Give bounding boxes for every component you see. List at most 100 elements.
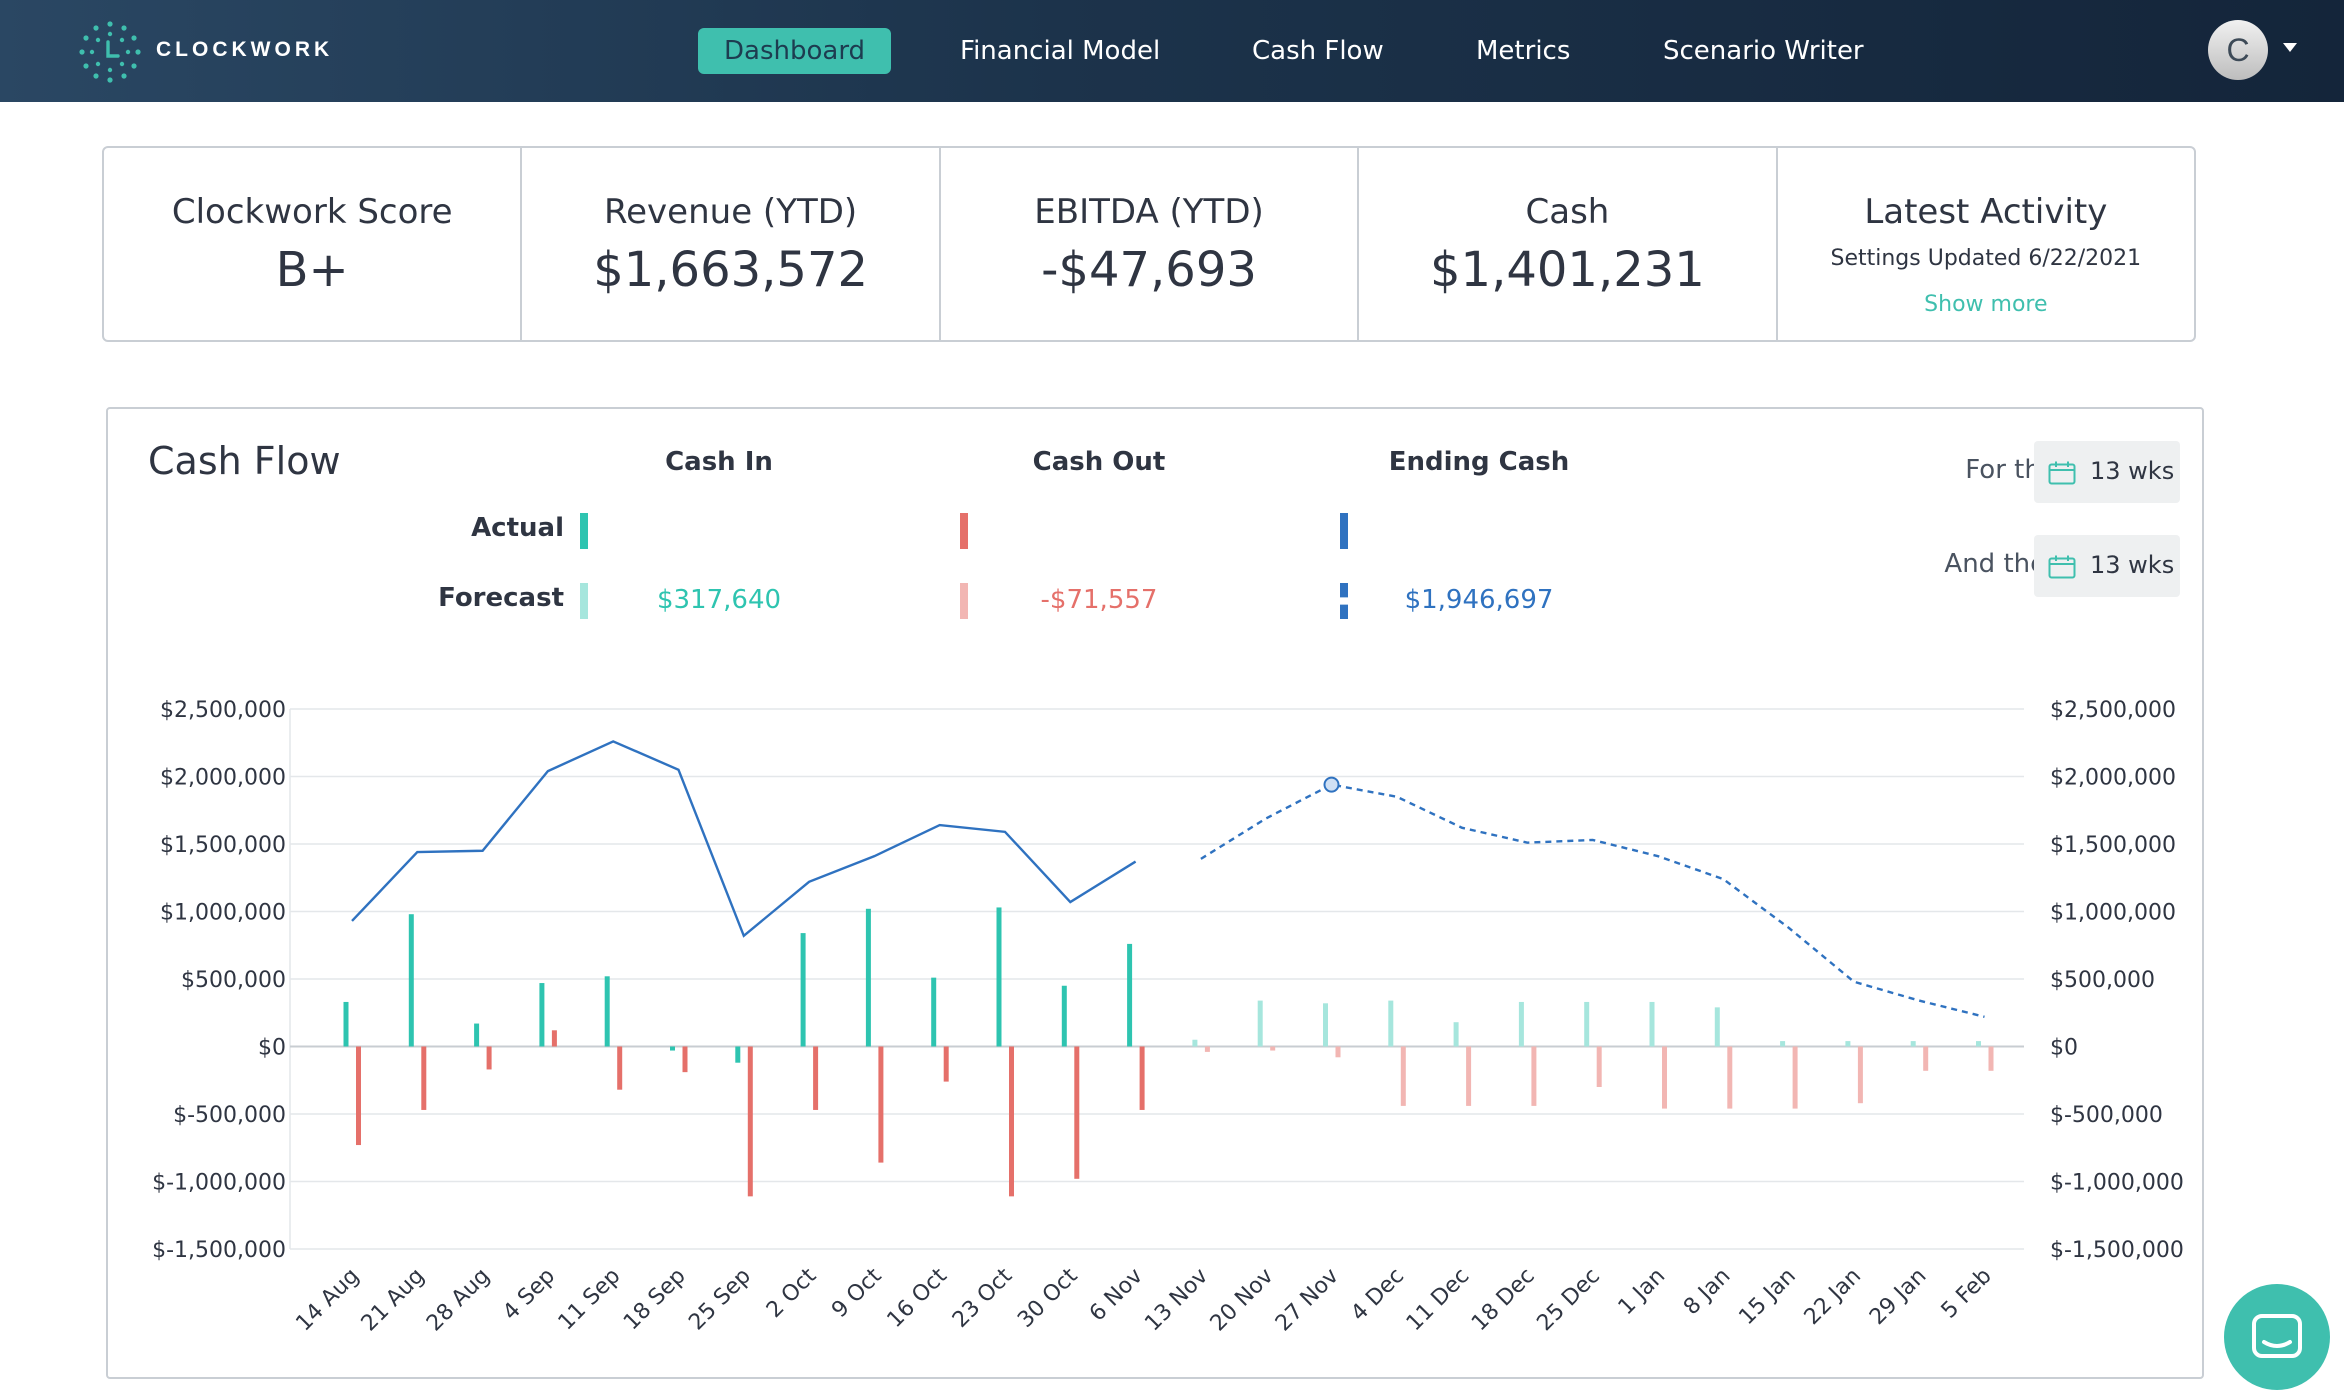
cash-in-bar [539, 983, 545, 1047]
range-last-button[interactable]: 13 wks [2034, 441, 2180, 503]
cash-in-bar [1780, 1041, 1786, 1047]
y-tick-label-right: $0 [2050, 1036, 2078, 1061]
cash-out-bar [486, 1046, 492, 1070]
cash-in-bar [931, 977, 937, 1047]
nav-financial-model[interactable]: Financial Model [960, 36, 1161, 66]
kpi-strip: Clockwork Score B+ Revenue (YTD) $1,663,… [102, 146, 2196, 342]
cash-out-bar [813, 1046, 819, 1110]
cash-in-bar [865, 908, 871, 1047]
ending-cash-line-forecast [1200, 783, 1985, 1018]
range-next-button[interactable]: 13 wks [2034, 535, 2180, 597]
cash-out-bar [1662, 1046, 1667, 1109]
x-tick-label: 20 Nov [1206, 1264, 1279, 1337]
cash-out-bar [1270, 1046, 1276, 1051]
kpi-revenue: Revenue (YTD) $1,663,572 [522, 148, 941, 340]
swatch-ending-cash-forecast [1340, 583, 1348, 619]
x-tick-label: 15 Jan [1734, 1264, 1800, 1330]
y-tick-label-left: $500,000 [181, 968, 286, 993]
cash-out-bar [1531, 1046, 1537, 1106]
cash-out-bar [1204, 1046, 1210, 1052]
cash-in-bar [670, 1046, 675, 1051]
range-next-value: 13 wks [2090, 551, 2175, 579]
cash-in-bar [1323, 1003, 1328, 1047]
cash-out-bar [1792, 1046, 1798, 1109]
x-tick-label: 27 Nov [1271, 1264, 1344, 1337]
x-tick-label: 11 Dec [1402, 1264, 1475, 1337]
brand-name[interactable]: CLOCKWORK [156, 38, 334, 61]
cash-out-bar [943, 1046, 949, 1082]
swatch-cash-in-actual [580, 513, 588, 549]
x-tick-label: 30 Oct [1013, 1263, 1083, 1333]
kpi-cash: Cash $1,401,231 [1359, 148, 1778, 340]
y-tick-label-right: $1,000,000 [2050, 901, 2176, 926]
cash-in-bar [996, 907, 1002, 1047]
cash-out-bar [356, 1046, 361, 1146]
nav-metrics[interactable]: Metrics [1476, 36, 1571, 66]
nav-cash-flow[interactable]: Cash Flow [1252, 36, 1384, 66]
legend-header-cash-in: Cash In [665, 447, 773, 477]
cash-flow-panel: Cash Flow Cash In Cash Out Ending Cash A… [106, 407, 2204, 1379]
avatar[interactable]: C [2208, 20, 2268, 80]
chat-icon [2252, 1314, 2302, 1358]
cash-in-bar [735, 1046, 741, 1063]
x-tick-label: 6 Nov [1085, 1264, 1148, 1327]
kpi-ebitda: EBITDA (YTD) -$47,693 [941, 148, 1360, 340]
cash-in-bar [1192, 1039, 1198, 1047]
cash-out-bar [1466, 1046, 1472, 1106]
chat-launcher-button[interactable] [2224, 1284, 2330, 1390]
swatch-cash-in-forecast [580, 583, 588, 619]
cash-out-bar [617, 1046, 623, 1090]
cash-out-bar [1074, 1046, 1080, 1179]
x-tick-label: 9 Oct [827, 1263, 887, 1323]
y-tick-label-left: $-500,000 [173, 1103, 286, 1128]
cash-flow-chart: $2,500,000 $2,500,000 $2,000,000 $2,000,000… [152, 698, 2184, 1337]
y-tick-label-left: $1,500,000 [160, 833, 286, 858]
kpi-label: Revenue (YTD) [604, 192, 858, 232]
x-tick-label: 25 Sep [684, 1264, 756, 1336]
activity-detail: Settings Updated 6/22/2021 [1830, 246, 2142, 271]
x-tick-label: 14 Aug [291, 1264, 364, 1337]
forecast-ending-cash-value: $1,946,697 [1404, 585, 1554, 615]
cash-in-bar [1127, 943, 1133, 1047]
y-tick-label-left: $0 [258, 1036, 286, 1061]
swatch-cash-out-forecast [960, 583, 968, 619]
cash-out-bar [421, 1046, 427, 1110]
kpi-latest-activity: Latest Activity Settings Updated 6/22/20… [1778, 148, 2194, 340]
x-tick-label: 21 Aug [357, 1264, 430, 1337]
nav-dashboard[interactable]: Dashboard [698, 28, 892, 74]
forecast-cash-in-value: $317,640 [656, 585, 782, 615]
x-tick-label: 18 Dec [1467, 1264, 1540, 1337]
cash-out-bar [1335, 1046, 1341, 1058]
y-tick-label-right: $2,000,000 [2050, 766, 2176, 791]
x-tick-label: 29 Jan [1865, 1264, 1931, 1330]
x-tick-label: 18 Sep [619, 1264, 691, 1336]
ending-cash-point [1323, 776, 1340, 793]
caret-down-icon[interactable] [2283, 43, 2297, 52]
legend-header-ending-cash: Ending Cash [1388, 447, 1570, 477]
cash-out-bar [1009, 1046, 1014, 1197]
x-tick-label: 23 Oct [948, 1263, 1018, 1333]
cash-out-bar [1400, 1046, 1406, 1106]
clockwork-logo-icon[interactable] [78, 20, 142, 84]
cash-in-bar [800, 933, 806, 1047]
y-tick-label-right: $-1,500,000 [2050, 1238, 2184, 1263]
cash-out-bar [551, 1030, 557, 1047]
y-tick-label-right: $1,500,000 [2050, 833, 2176, 858]
legend-row-forecast: Forecast [438, 583, 564, 613]
swatch-ending-cash-actual [1340, 513, 1348, 549]
forecast-cash-out-value: -$71,557 [1040, 585, 1158, 615]
ending-cash-line-actual [351, 740, 1137, 938]
cash-in-bar [1649, 1001, 1655, 1047]
y-tick-label-right: $2,500,000 [2050, 698, 2176, 723]
nav-scenario-writer[interactable]: Scenario Writer [1663, 36, 1864, 66]
show-more-link[interactable]: Show more [1924, 292, 2048, 317]
y-tick-label-right: $-500,000 [2050, 1103, 2163, 1128]
cash-in-bar [474, 1023, 480, 1047]
x-tick-label: 1 Jan [1614, 1264, 1671, 1321]
x-tick-label: 8 Jan [1679, 1264, 1736, 1321]
cash-out-bar [1139, 1046, 1145, 1110]
x-tick-label: 5 Feb [1937, 1264, 1997, 1324]
cash-in-bar [1714, 1007, 1720, 1047]
x-tick-label: 28 Aug [422, 1264, 495, 1337]
top-navigation-bar: CLOCKWORK Dashboard Financial Model Cash… [0, 0, 2344, 102]
